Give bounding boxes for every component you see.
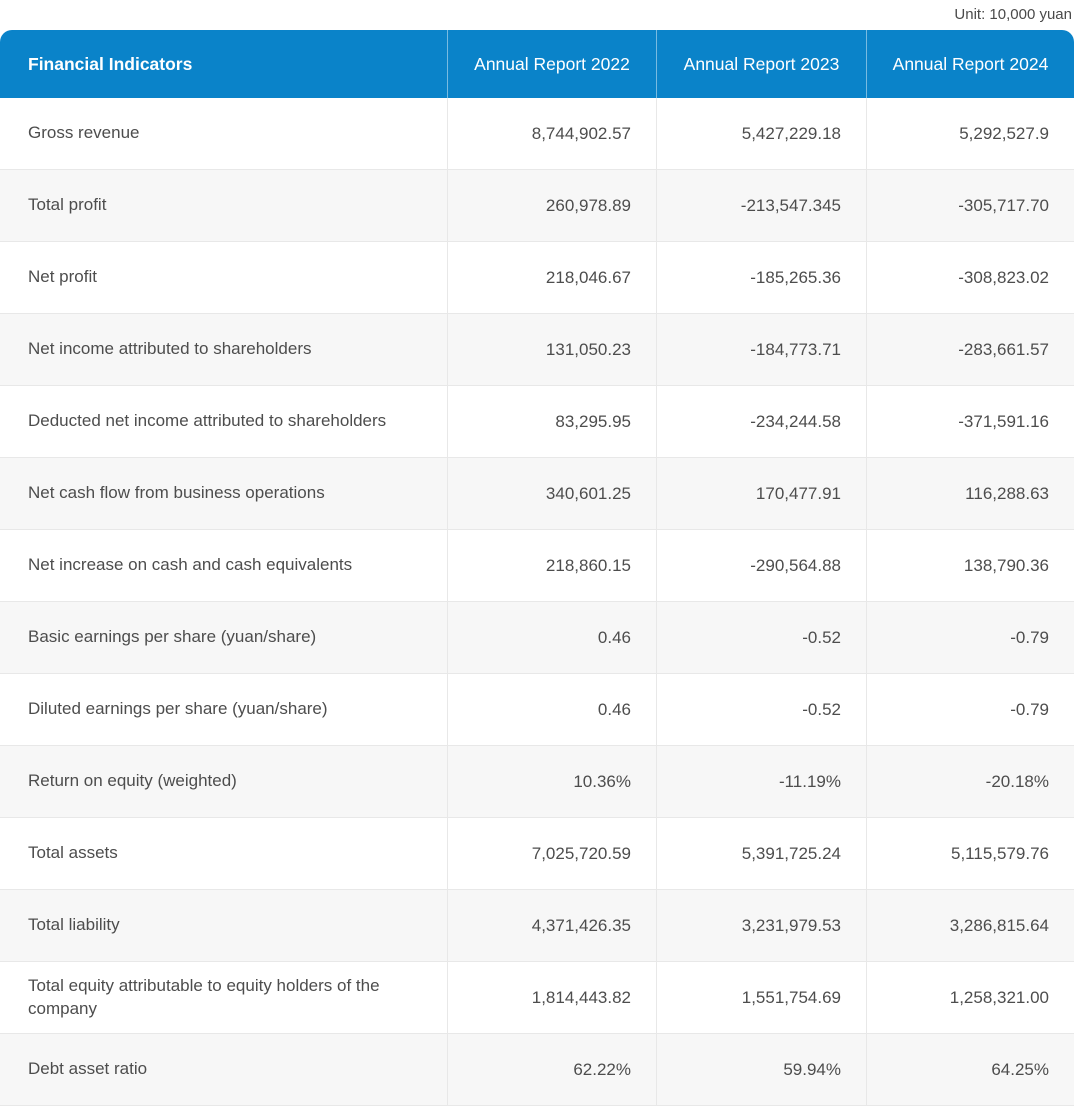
row-value: -290,564.88 bbox=[656, 530, 866, 601]
row-value: 7,025,720.59 bbox=[447, 818, 656, 889]
row-value: -184,773.71 bbox=[656, 314, 866, 385]
row-value: -0.79 bbox=[866, 674, 1074, 745]
row-value: 5,292,527.9 bbox=[866, 98, 1074, 169]
row-value: -11.19% bbox=[656, 746, 866, 817]
row-label: Return on equity (weighted) bbox=[28, 771, 237, 791]
row-value: 0.46 bbox=[447, 674, 656, 745]
table-row: Diluted earnings per share (yuan/share) 0… bbox=[0, 674, 1074, 746]
row-label: Total profit bbox=[28, 195, 107, 215]
row-value: 83,295.95 bbox=[447, 386, 656, 457]
table-row: Net increase on cash and cash equivalent… bbox=[0, 530, 1074, 602]
row-value: 8,744,902.57 bbox=[447, 98, 656, 169]
row-value: -371,591.16 bbox=[866, 386, 1074, 457]
header-cell-financial-indicators: Financial Indicators bbox=[28, 53, 193, 74]
row-label: Net increase on cash and cash equivalent… bbox=[28, 555, 353, 575]
table-row: Deducted net income attributed to shareh… bbox=[0, 386, 1074, 458]
row-label: Debt asset ratio bbox=[28, 1059, 148, 1079]
row-value: 116,288.63 bbox=[866, 458, 1074, 529]
row-label: Gross revenue bbox=[28, 123, 140, 143]
row-value: 1,258,321.00 bbox=[866, 962, 1074, 1033]
row-value: -308,823.02 bbox=[866, 242, 1074, 313]
row-value: 170,477.91 bbox=[656, 458, 866, 529]
table-header-row: Financial Indicators Annual Report 2022 … bbox=[0, 30, 1074, 98]
row-value: 4,371,426.35 bbox=[447, 890, 656, 961]
table-row: Total profit 260,978.89 -213,547.345 -305,7… bbox=[0, 170, 1074, 242]
row-value: -234,244.58 bbox=[656, 386, 866, 457]
financial-indicators-table: Financial Indicators Annual Report 2022 … bbox=[0, 30, 1074, 1106]
header-cell-annual-report-2022: Annual Report 2022 bbox=[447, 30, 656, 98]
row-value: 218,860.15 bbox=[447, 530, 656, 601]
row-label: Net income attributed to shareholders bbox=[28, 339, 312, 359]
table-row: Total equity attributable to equity hold… bbox=[0, 962, 1074, 1034]
table-row: Net cash flow from business operations 34… bbox=[0, 458, 1074, 530]
table-row: Net profit 218,046.67 -185,265.36 -308,823.… bbox=[0, 242, 1074, 314]
row-value: -20.18% bbox=[866, 746, 1074, 817]
table-row: Total liability 4,371,426.35 3,231,979.53 3… bbox=[0, 890, 1074, 962]
row-value: 5,427,229.18 bbox=[656, 98, 866, 169]
row-value: 3,286,815.64 bbox=[866, 890, 1074, 961]
row-label: Basic earnings per share (yuan/share) bbox=[28, 627, 317, 647]
table-row: Basic earnings per share (yuan/share) 0.4… bbox=[0, 602, 1074, 674]
row-value: 138,790.36 bbox=[866, 530, 1074, 601]
row-label: Total liability bbox=[28, 915, 120, 935]
table-body: Gross revenue 8,744,902.57 5,427,229.18 5,2… bbox=[0, 98, 1074, 1106]
header-cell-annual-report-2023: Annual Report 2023 bbox=[656, 30, 866, 98]
row-value: 340,601.25 bbox=[447, 458, 656, 529]
row-label: Net profit bbox=[28, 267, 97, 287]
row-value: 10.36% bbox=[447, 746, 656, 817]
row-value: 0.46 bbox=[447, 602, 656, 673]
row-value: 59.94% bbox=[656, 1034, 866, 1105]
row-label: Diluted earnings per share (yuan/share) bbox=[28, 699, 328, 719]
unit-label: Unit: 10,000 yuan bbox=[954, 5, 1072, 23]
row-value: -283,661.57 bbox=[866, 314, 1074, 385]
row-value: 1,814,443.82 bbox=[447, 962, 656, 1033]
table-row: Net income attributed to shareholders 131… bbox=[0, 314, 1074, 386]
row-label: Net cash flow from business operations bbox=[28, 483, 325, 503]
table-row: Gross revenue 8,744,902.57 5,427,229.18 5,2… bbox=[0, 98, 1074, 170]
row-label: Total equity attributable to equity hold… bbox=[28, 975, 380, 1018]
row-value: 3,231,979.53 bbox=[656, 890, 866, 961]
table-row: Return on equity (weighted) 10.36% -11.19%… bbox=[0, 746, 1074, 818]
row-value: 131,050.23 bbox=[447, 314, 656, 385]
row-value: 218,046.67 bbox=[447, 242, 656, 313]
row-value: 5,115,579.76 bbox=[866, 818, 1074, 889]
row-value: 64.25% bbox=[866, 1034, 1074, 1105]
row-value: 62.22% bbox=[447, 1034, 656, 1105]
row-value: 5,391,725.24 bbox=[656, 818, 866, 889]
table-row: Total assets 7,025,720.59 5,391,725.24 5,11… bbox=[0, 818, 1074, 890]
row-value: -305,717.70 bbox=[866, 170, 1074, 241]
row-value: -213,547.345 bbox=[656, 170, 866, 241]
row-label: Deducted net income attributed to shareh… bbox=[28, 411, 387, 431]
header-cell-annual-report-2024: Annual Report 2024 bbox=[866, 30, 1074, 98]
row-value: -0.52 bbox=[656, 674, 866, 745]
row-value: 1,551,754.69 bbox=[656, 962, 866, 1033]
row-value: 260,978.89 bbox=[447, 170, 656, 241]
row-value: -0.79 bbox=[866, 602, 1074, 673]
row-label: Total assets bbox=[28, 843, 118, 863]
row-value: -0.52 bbox=[656, 602, 866, 673]
row-value: -185,265.36 bbox=[656, 242, 866, 313]
table-row: Debt asset ratio 62.22% 59.94% 64.25% bbox=[0, 1034, 1074, 1106]
